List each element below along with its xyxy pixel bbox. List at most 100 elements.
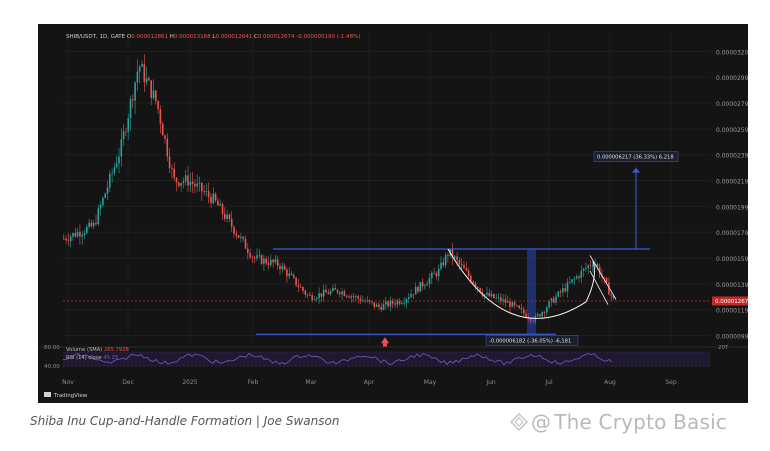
candle-body <box>249 252 251 258</box>
candle-body <box>256 255 258 259</box>
candle-body <box>509 301 511 307</box>
candle-body <box>129 99 132 119</box>
candle-body <box>569 282 571 284</box>
time-tick-label: Feb <box>248 379 259 386</box>
candle-body <box>451 249 454 258</box>
price-chart[interactable]: 0.000032000 0.000029999 0.000027999 0.00002… <box>38 24 748 403</box>
candle-body <box>394 303 396 305</box>
candle-body <box>72 233 74 237</box>
candle-body <box>272 259 274 263</box>
candle-body <box>164 135 166 139</box>
candle-body <box>571 279 573 283</box>
candle-body <box>81 234 83 237</box>
candle-body <box>297 285 300 287</box>
candle-body <box>178 182 180 186</box>
tradingview-logo-icon <box>44 392 51 397</box>
candle-body <box>566 282 569 292</box>
candle-body <box>345 295 348 297</box>
candle-body <box>362 300 364 302</box>
candle-body <box>97 208 100 225</box>
candle-body <box>502 299 504 302</box>
candle-body <box>258 255 261 257</box>
candle-body <box>143 64 146 83</box>
candle-body <box>414 286 417 295</box>
candle-body <box>332 288 334 292</box>
candle-body <box>334 288 336 290</box>
change-value: -0.000000190 (-1.48%) <box>296 34 360 40</box>
high-value: 0.000013168 <box>174 34 213 40</box>
price-tick-label: 0.000009999 <box>716 334 748 341</box>
target-label: 0.000006217 (36.33%) 6,218 <box>597 155 674 161</box>
candle-body <box>155 90 157 101</box>
candle-body <box>145 78 148 83</box>
candle-body <box>378 304 380 308</box>
candle-body <box>575 276 578 279</box>
candle-body <box>382 304 385 310</box>
candle-body <box>157 100 159 110</box>
candle-body <box>322 289 325 297</box>
rsi-label: RSI (14) close <box>66 355 103 361</box>
low-value: 0.000012641 <box>215 34 254 40</box>
candle-body <box>194 184 196 187</box>
candle-body <box>79 232 81 237</box>
time-tick-label: 2025 <box>182 379 197 386</box>
ticker-header: SHIB/USDT, 1D, GATE O0.000012861 H0.0000… <box>66 34 361 40</box>
watermark-text: The Crypto Basic <box>554 410 728 434</box>
candle-body <box>357 296 359 299</box>
candle-body <box>460 263 463 266</box>
candle-body <box>479 288 481 293</box>
candle-body <box>578 276 580 278</box>
candle-body <box>276 259 279 266</box>
candle-body <box>320 293 323 297</box>
candle-body <box>127 118 129 132</box>
candle-body <box>408 297 410 300</box>
candle-body <box>120 139 123 157</box>
candle-body <box>470 275 472 282</box>
candle-body <box>610 294 612 296</box>
current-price-label: 0.000012674 <box>715 299 748 305</box>
candle-body <box>311 295 313 300</box>
candle-body <box>428 277 431 284</box>
price-tick-label: 0.000029999 <box>716 75 748 82</box>
candle-body <box>589 265 592 267</box>
candle-body <box>500 297 502 302</box>
candle-body <box>132 99 134 101</box>
candle-body <box>518 305 520 309</box>
time-tick-label: Aug <box>604 379 616 386</box>
candle-body <box>559 291 562 293</box>
volume-label: Volume (SMA) <box>66 347 104 353</box>
candle-body <box>141 64 143 67</box>
rsi-value: 45.25 <box>103 355 118 361</box>
candle-body <box>608 282 610 295</box>
highlight-column <box>527 249 536 337</box>
handle-line-lower <box>589 270 609 305</box>
candle-body <box>373 302 376 307</box>
candle-body <box>136 71 139 83</box>
tradingview-brand: TradingView <box>53 393 88 399</box>
candle-body <box>536 314 539 316</box>
candle-body <box>557 291 560 297</box>
candle-body <box>437 268 440 277</box>
candle-body <box>63 238 65 240</box>
candle-body <box>217 200 219 206</box>
candle-body <box>534 315 537 322</box>
candle-body <box>182 181 185 184</box>
crypto-basic-logo-icon <box>510 413 528 431</box>
price-tick-label: 0.000015999 <box>716 256 748 263</box>
candle-body <box>477 286 479 289</box>
drop-label-box <box>485 335 579 346</box>
candle-body <box>74 233 77 237</box>
candle-body <box>309 294 311 296</box>
candle-body <box>401 303 403 304</box>
price-tick-label: 0.000021999 <box>716 179 748 186</box>
candle-body <box>224 213 226 219</box>
candle-body <box>435 273 438 277</box>
candle-body <box>69 236 72 242</box>
candle-body <box>260 255 263 264</box>
candle-body <box>113 167 116 174</box>
candle-body <box>65 238 67 241</box>
candle-body <box>265 258 267 264</box>
target-label-box <box>593 151 679 162</box>
candle-body <box>552 298 555 303</box>
candle-body <box>274 259 277 263</box>
